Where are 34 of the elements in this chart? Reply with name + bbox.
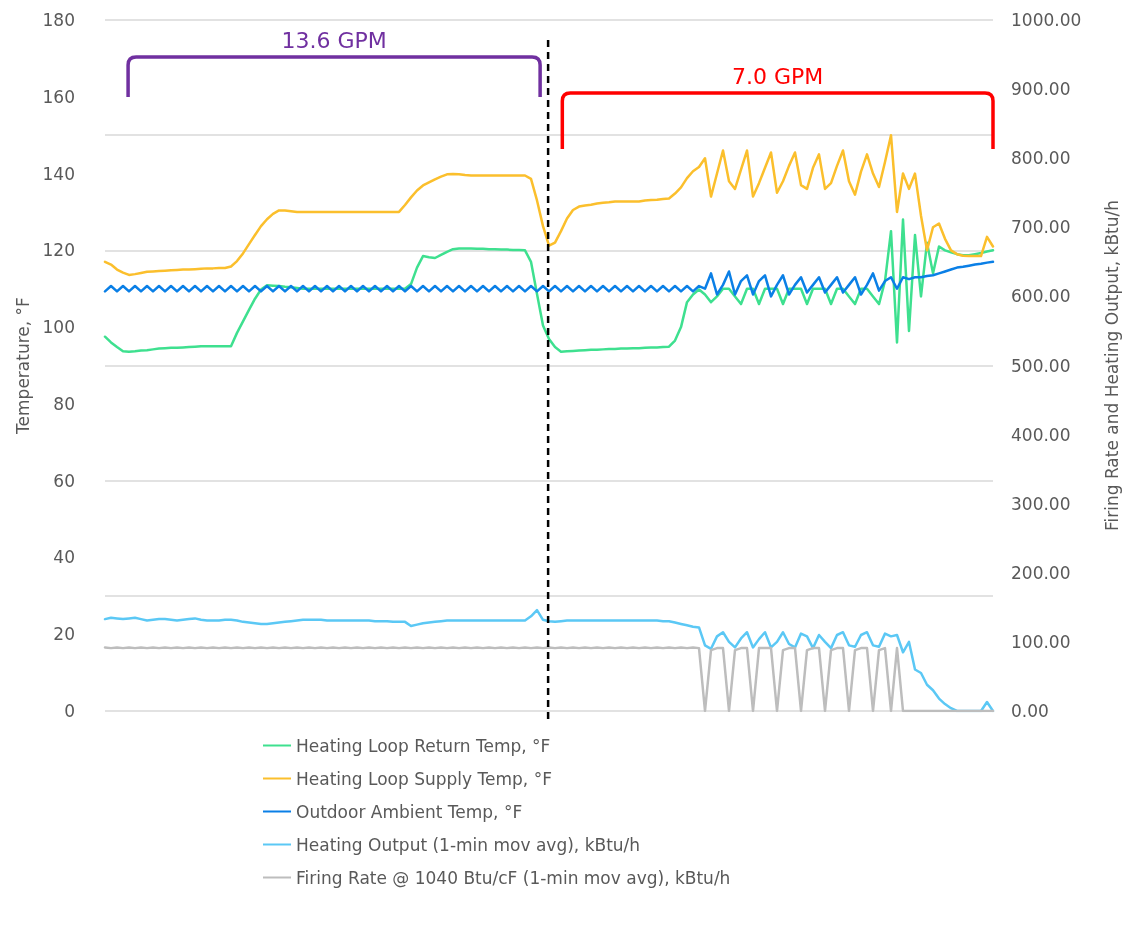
y2-tick-label: 0.00	[1011, 701, 1049, 721]
line-series	[103, 608, 995, 713]
y2-tick-label: 1000.00	[1011, 10, 1082, 30]
y2-tick-label: 900.00	[1011, 79, 1071, 100]
y-axis-title: Temperature, °F	[13, 297, 34, 435]
y-tick-label: 140	[42, 163, 75, 184]
legend-label: Heating Loop Supply Temp, °F	[296, 768, 552, 789]
y2-tick-label: 100.00	[1011, 631, 1071, 652]
legend-label: Heating Output (1-min mov avg), kBtu/h	[296, 834, 641, 855]
y2-axis-title: Firing Rate and Heating Output, kBtu/h	[1101, 199, 1122, 532]
y-tick-label: 40	[53, 547, 75, 568]
y-tick-label: 20	[53, 624, 75, 645]
annotation: 7.0 GPM	[732, 64, 824, 89]
y2-tick-label: 500.00	[1011, 355, 1071, 376]
y-tick-label: 120	[42, 240, 75, 261]
y2-tick-label: 700.00	[1011, 217, 1071, 238]
line-series	[103, 260, 995, 298]
y-tick-label: 180	[42, 10, 75, 30]
legend-label: Heating Loop Return Temp, °F	[296, 735, 551, 756]
y2-tick-label: 200.00	[1011, 562, 1071, 583]
line-series	[103, 646, 995, 713]
y2-tick-label: 800.00	[1011, 148, 1071, 169]
annotation: 13.6 GPM	[281, 28, 387, 53]
line-series	[103, 133, 995, 277]
y2-tick-label: 600.00	[1011, 286, 1071, 307]
legend-label: Outdoor Ambient Temp, °F	[296, 801, 523, 822]
y2-tick-label: 400.00	[1011, 424, 1071, 445]
y2-tick-label: 300.00	[1011, 493, 1071, 514]
y-tick-label: 60	[53, 470, 75, 491]
legend-label: Firing Rate @ 1040 Btu/cF (1-min mov avg), kBtu/h	[296, 867, 731, 888]
y-tick-label: 80	[53, 393, 75, 414]
y-tick-label: 160	[42, 86, 75, 107]
y-tick-label: 0	[64, 701, 75, 721]
y-tick-label: 100	[42, 317, 75, 338]
